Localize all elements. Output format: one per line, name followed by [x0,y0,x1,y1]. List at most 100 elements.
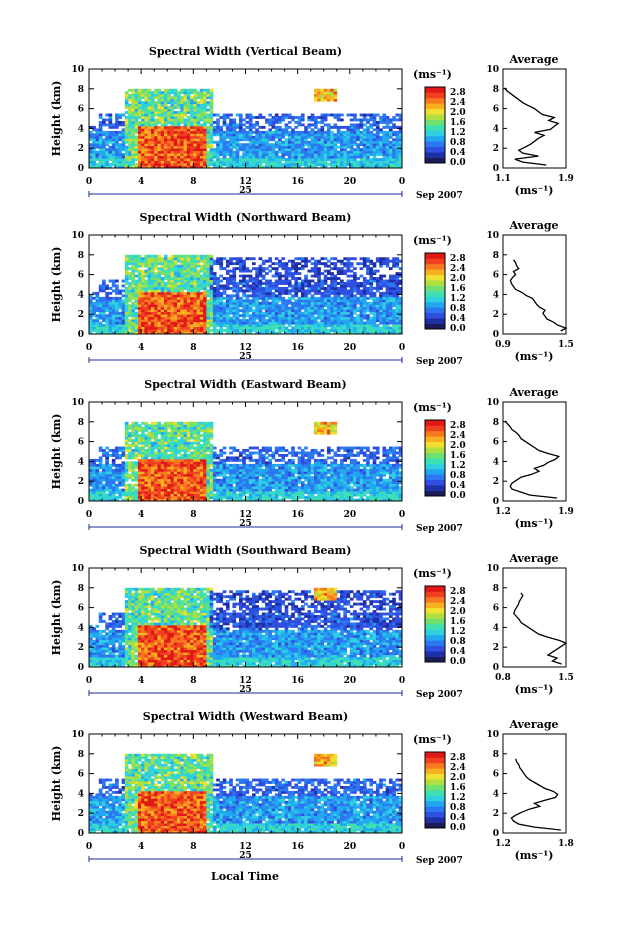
heatmap-cell [161,304,165,307]
heatmap-cell [314,158,318,161]
heatmap-cell [350,280,354,283]
heatmap-cell [376,131,380,134]
heatmap-cell [294,309,298,312]
heatmap-cell [369,319,373,322]
heatmap-cell [154,111,158,114]
heatmap-cell [193,158,197,161]
heatmap-cell [193,265,197,268]
heatmap-cell [281,119,285,122]
heatmap-cell [213,141,217,144]
heatmap-cell [138,289,142,292]
heatmap-cell [197,297,201,300]
heatmap-cell [190,148,194,151]
heatmap-cell [268,153,272,156]
heatmap-cell [180,126,184,129]
heatmap-cell [197,314,201,317]
heatmap-cell [334,158,338,161]
heatmap-cell [187,304,191,307]
heatmap-cell [190,299,194,302]
heatmap-cell [389,314,393,317]
heatmap-cell [187,141,191,144]
heatmap-cell [288,163,292,166]
heatmap-cell [144,307,148,310]
heatmap-cell [363,151,367,154]
heatmap-cell [334,319,338,322]
heatmap-cell [210,136,214,139]
heatmap-cell [285,272,289,275]
y-tick-label: 10 [71,65,84,75]
heatmap-cell [350,282,354,285]
heatmap-cell [193,322,197,325]
heatmap-cell [144,304,148,307]
heatmap-cell [239,329,243,332]
heatmap-cell [200,119,204,122]
heatmap-cell [255,302,259,305]
heatmap-cell [138,141,142,144]
heatmap-cell [265,121,269,124]
colorbar-tick-label: 0.0 [450,158,466,168]
heatmap-cell [366,151,370,154]
heatmap-cell [128,158,132,161]
heatmap-cell [89,494,93,497]
heatmap-cell [213,317,217,320]
heatmap-cell [96,304,100,307]
heatmap-cell [307,270,311,273]
heatmap-cell [350,133,354,136]
heatmap-cell [167,297,171,300]
heatmap-cell [356,126,360,129]
heatmap-cell [275,312,279,315]
heatmap-cell [275,302,279,305]
heatmap-cell [334,257,338,260]
heatmap-cell [213,163,217,166]
heatmap-cell [164,272,168,275]
heatmap-cell [360,282,364,285]
heatmap-cell [285,312,289,315]
heatmap-cell [259,114,263,117]
heatmap-cell [151,126,155,129]
heatmap-cell [252,262,256,265]
heatmap-cell [157,136,161,139]
heatmap-cell [324,123,328,126]
heatmap-cell [311,257,315,260]
heatmap-cell [197,123,201,126]
heatmap-cell [369,136,373,139]
heatmap-cell [197,289,201,292]
heatmap-cell [92,324,96,327]
heatmap-cell [161,280,165,283]
heatmap-cell [252,292,256,295]
heatmap-cell [131,275,135,278]
heatmap-cell [304,294,308,297]
heatmap-cell [138,138,142,141]
heatmap-cell [109,314,113,317]
heatmap-cell [239,136,243,139]
heatmap-cell [226,307,230,310]
heatmap-cell [262,327,266,330]
heatmap-cell [89,329,93,332]
heatmap-cell [232,285,236,288]
heatmap-cell [203,270,207,273]
heatmap-cell [112,481,116,484]
heatmap-cell [161,260,165,263]
heatmap-cell [334,289,338,292]
heatmap-cell [373,114,377,117]
heatmap-cell [246,161,250,164]
heatmap-cell [128,128,132,131]
heatmap-cell [161,119,165,122]
heatmap-cell [109,302,113,305]
heatmap-cell [193,255,197,258]
heatmap-cell [324,297,328,300]
heatmap-cell [161,128,165,131]
heatmap-cell [157,148,161,151]
heatmap-cell [265,133,269,136]
heatmap-cell [252,138,256,141]
heatmap-cell [105,309,109,312]
heatmap-cell [343,287,347,290]
heatmap-cell [382,285,386,288]
heatmap-cell [177,153,181,156]
heatmap-cell [301,146,305,149]
heatmap-cell [334,265,338,268]
heatmap-cell [138,111,142,114]
heatmap-cell [363,312,367,315]
heatmap-cell [112,141,116,144]
heatmap-cell [272,126,276,129]
